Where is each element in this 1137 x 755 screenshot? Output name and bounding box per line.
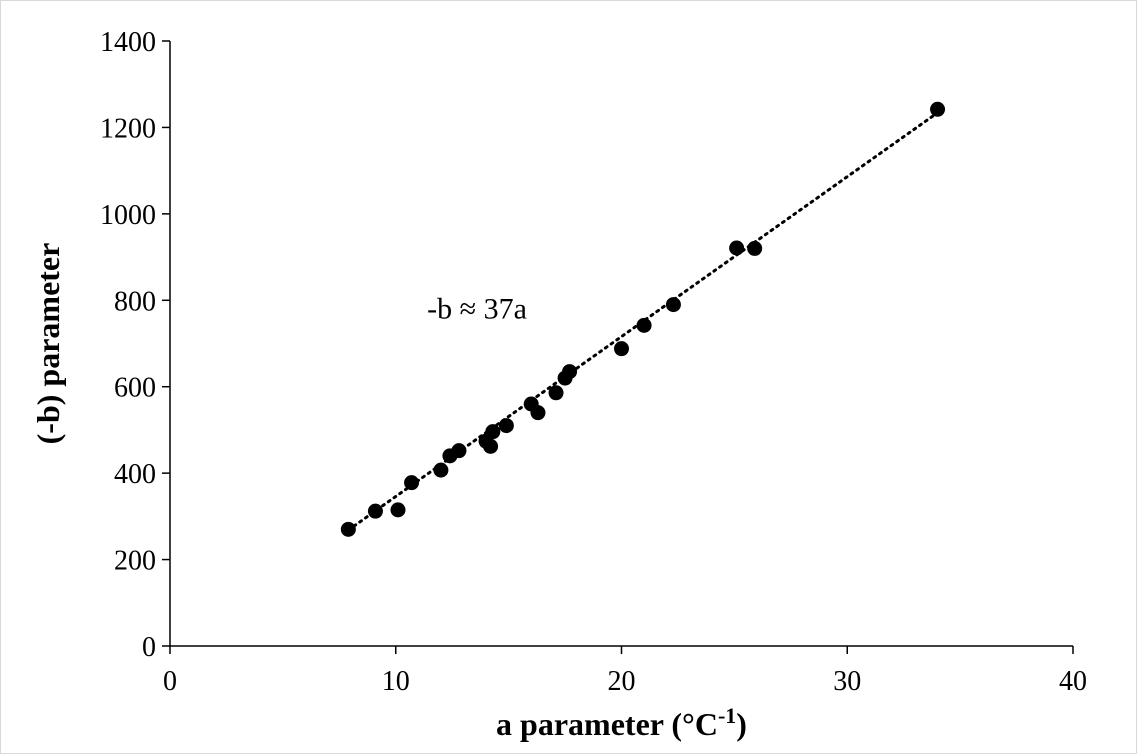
- x-tick-label: 20: [608, 666, 636, 697]
- x-tick-label: 0: [163, 666, 177, 697]
- y-tick-label: 0: [142, 632, 156, 663]
- data-point: [747, 240, 763, 256]
- data-point: [636, 317, 652, 333]
- x-axis-title: a parameter (°C-1): [496, 703, 747, 742]
- y-tick-label: 1000: [100, 200, 156, 231]
- data-point: [390, 502, 406, 518]
- data-point: [562, 364, 578, 380]
- y-tick-label: 1200: [100, 113, 156, 144]
- tick-labels: 0 200 400 600 800 1000 1200 1400 0 10 20 30 40: [100, 27, 1087, 697]
- x-tick-label: 30: [833, 666, 861, 697]
- y-tick-label: 800: [114, 286, 156, 317]
- data-point: [548, 385, 564, 401]
- x-tick-label: 40: [1059, 666, 1087, 697]
- y-tick-label: 200: [114, 546, 156, 577]
- y-tick-label: 400: [114, 459, 156, 490]
- data-point: [404, 475, 420, 491]
- trendline-equation-label: -b ≈ 37a: [427, 293, 527, 326]
- data-point: [530, 405, 546, 421]
- data-point: [433, 462, 449, 478]
- data-point: [614, 341, 629, 357]
- data-point: [485, 424, 501, 440]
- data-point: [729, 240, 745, 256]
- data-point: [930, 101, 946, 117]
- axes: [162, 40, 1074, 654]
- data-point: [498, 418, 514, 434]
- y-axis-title: (-b) parameter: [30, 243, 66, 445]
- y-tick-label: 600: [114, 373, 156, 404]
- y-tick-label: 1400: [100, 27, 156, 58]
- data-point: [340, 521, 356, 537]
- data-point: [665, 297, 681, 313]
- data-points: [340, 101, 946, 537]
- x-tick-label: 10: [382, 666, 410, 697]
- data-point: [483, 438, 499, 454]
- axis-titles: -b ≈ 37a a parameter (°C-1) (-b) parameter: [30, 243, 747, 742]
- data-point: [367, 503, 383, 519]
- data-point: [451, 443, 467, 459]
